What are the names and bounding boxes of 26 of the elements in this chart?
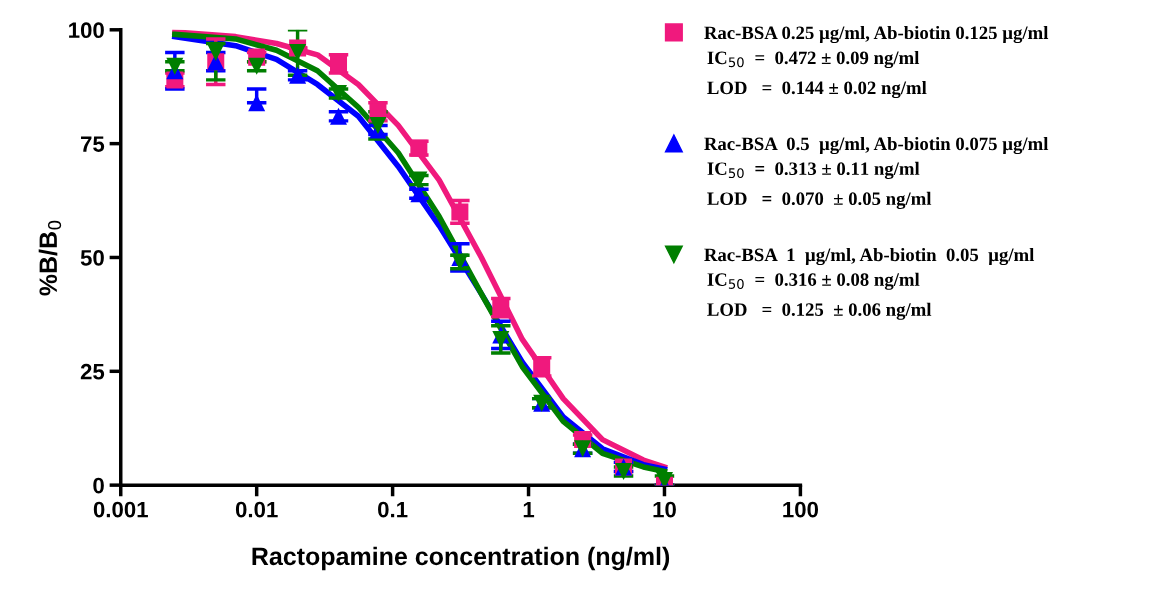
point	[492, 330, 510, 348]
x-tick-label: 1	[523, 501, 535, 518]
x-tick-label: 10	[653, 501, 676, 518]
legend-label: Rac-BSA 1 µg/ml, Ab-biotin 0.05 µg/ml	[704, 247, 1035, 266]
point	[207, 44, 225, 62]
y-tick-label: 0	[93, 477, 104, 494]
annotation: LOD = 0.070 ± 0.05 ng/ml	[707, 191, 932, 209]
x-tick-label: 0.001	[93, 501, 148, 518]
y-tick-label: 25	[80, 363, 105, 380]
x-tick-label: 0.01	[235, 501, 278, 518]
annotation: LOD = 0.125 ± 0.06 ng/ml	[707, 302, 932, 320]
x-axis-title: Ractopamine concentration (ng/ml)	[252, 546, 670, 571]
annotation: IC$_{50}$ = 0.472 ± 0.09 ng/ml	[707, 50, 920, 69]
y-tick-label: 50	[80, 250, 104, 266]
point	[369, 116, 387, 134]
annotation: IC$_{50}$ = 0.313 ± 0.11 ng/ml	[707, 161, 920, 179]
y-axis-title: %B/B$_{0}$	[38, 220, 62, 296]
legend-label: Rac-BSA 0.5 µg/ml, Ab-biotin 0.075 µg/ml	[704, 136, 1049, 155]
annotation: LOD = 0.144 ± 0.02 ng/ml	[707, 80, 927, 99]
x-tick-label: 100	[783, 501, 819, 518]
point	[451, 203, 469, 221]
y-tick-label: 75	[81, 136, 105, 152]
legend-label: Rac-BSA 0.25 µg/ml, Ab-biotin 0.125 µg/ml	[704, 25, 1049, 44]
x-tick-label: 0.1	[378, 501, 408, 518]
y-tick-label: 100	[69, 22, 104, 39]
annotation: IC$_{50}$ = 0.316 ± 0.08 ng/ml	[707, 272, 920, 290]
